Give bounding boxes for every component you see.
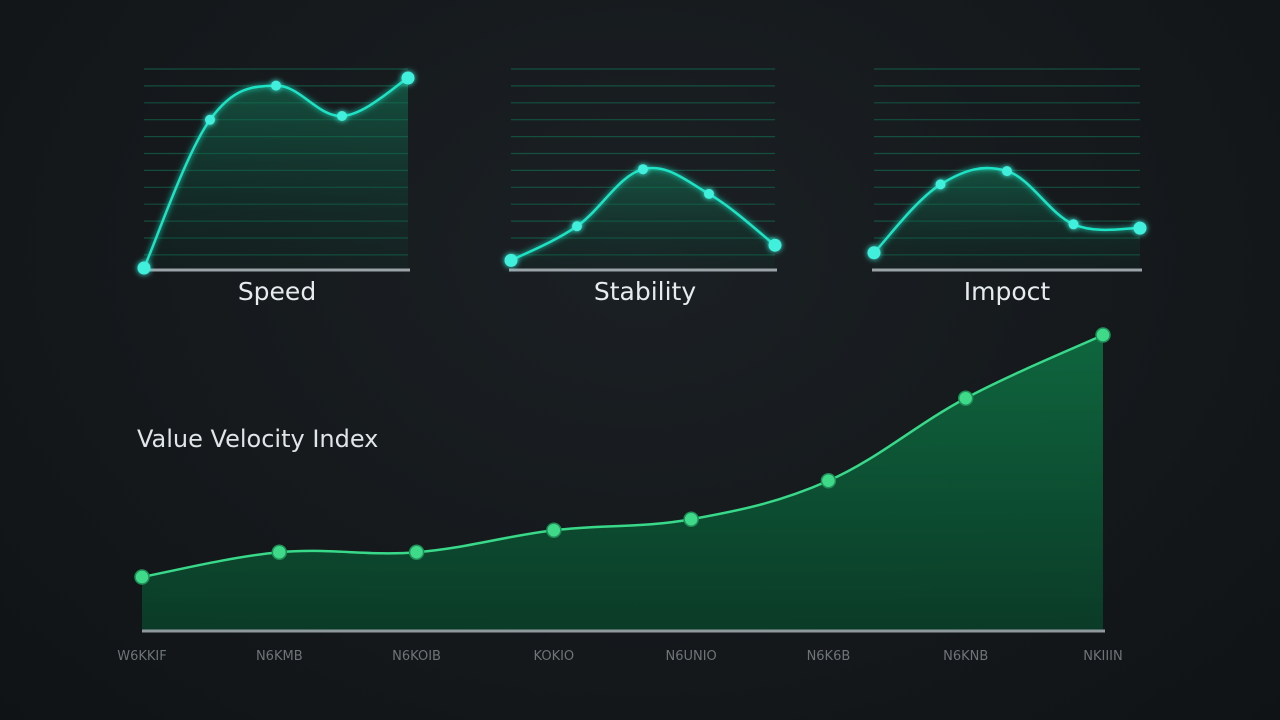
data-point — [768, 238, 782, 252]
x-tick-label: N6K6B — [807, 649, 851, 664]
main-chart-title: Value Velocity Index — [137, 425, 378, 453]
data-point — [134, 569, 150, 585]
area-fill — [874, 168, 1140, 268]
data-point — [1002, 166, 1012, 177]
series-line — [141, 333, 1104, 579]
data-point — [504, 253, 518, 267]
area-fill — [511, 168, 775, 268]
mini-chart-stability — [504, 68, 782, 272]
data-point — [704, 188, 714, 199]
data-point — [1133, 221, 1147, 235]
x-axis-tick-labels: W6KKIF N6KMB N6KOIB KOKIO N6UNIO N6K6B N6KNB NK… — [117, 649, 1122, 664]
x-tick-label: N6KMB — [256, 649, 303, 664]
main-chart — [134, 327, 1111, 633]
mini-chart-speed — [137, 68, 415, 275]
x-tick-label: NKIIIN — [1083, 649, 1122, 664]
mini-chart-title-impact: Impoct — [964, 277, 1051, 306]
area-fill — [144, 78, 408, 268]
data-point — [957, 390, 974, 406]
series-line — [142, 76, 409, 269]
data-point — [205, 114, 215, 125]
x-tick-label: N6KNB — [943, 649, 988, 664]
x-tick-label: W6KKIF — [117, 649, 167, 664]
data-point — [683, 511, 699, 527]
data-point — [271, 544, 288, 560]
area-fill — [142, 335, 1103, 630]
data-point — [638, 164, 648, 175]
data-point — [820, 473, 837, 489]
data-point — [271, 80, 281, 91]
data-point — [137, 261, 151, 275]
data-point — [935, 179, 946, 190]
data-point — [1095, 327, 1111, 343]
mini-chart-title-stability: Stability — [594, 277, 697, 306]
x-tick-label: N6KOIB — [392, 649, 441, 664]
data-point — [546, 522, 562, 538]
data-point — [867, 246, 881, 260]
x-tick-label: KOKIO — [534, 649, 575, 664]
mini-chart-impact — [867, 68, 1147, 272]
mini-chart-title-speed: Speed — [238, 277, 316, 306]
data-point — [408, 544, 425, 560]
data-point — [572, 221, 582, 232]
data-point — [401, 71, 415, 85]
data-point — [1068, 219, 1079, 230]
data-point — [337, 111, 347, 121]
x-tick-label: N6UNIO — [665, 649, 716, 664]
